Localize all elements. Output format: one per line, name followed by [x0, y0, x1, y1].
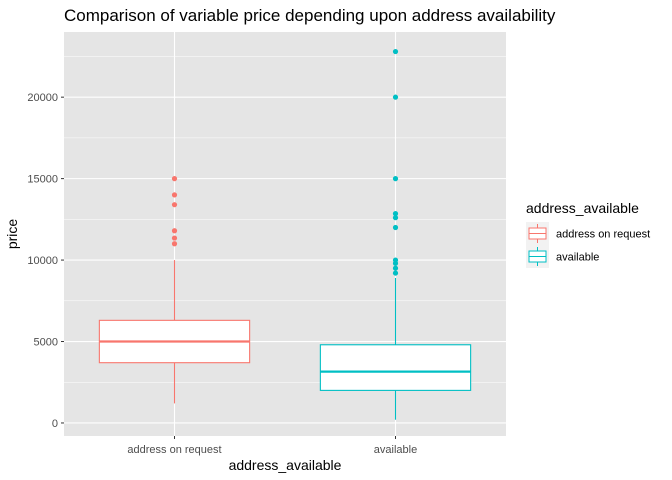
outlier-point [392, 224, 399, 231]
legend: address on request available [526, 222, 650, 268]
outlier-point [392, 94, 399, 100]
outlier-point [171, 202, 178, 208]
x-axis: address on request available [127, 436, 417, 456]
outlier-point [392, 270, 399, 276]
legend-label: available [556, 252, 599, 264]
chart-title: Comparison of variable price depending u… [64, 6, 556, 25]
outlier-point [392, 257, 399, 263]
legend-label: address on request [556, 229, 650, 241]
outlier-point [171, 235, 178, 241]
box-group [319, 48, 472, 420]
y-tick-label: 15000 [27, 174, 58, 186]
y-tick-label: 20000 [27, 92, 58, 104]
x-axis-title: address_available [229, 457, 342, 473]
outlier-point [171, 176, 178, 182]
legend-item: available [526, 245, 599, 268]
outlier-point [171, 241, 178, 247]
y-tick-label: 0 [52, 418, 58, 430]
outlier-point [392, 265, 399, 271]
x-tick-label: available [374, 444, 417, 456]
outlier-point [392, 215, 399, 221]
outlier-point [171, 192, 178, 198]
outlier-point [392, 48, 399, 55]
y-axis-title: price [4, 219, 20, 250]
outlier-point [392, 176, 399, 182]
y-tick-label: 10000 [27, 255, 58, 267]
box-layer [98, 48, 472, 420]
box-group [98, 176, 251, 404]
box-iqr [319, 344, 472, 391]
legend-title: address_available [526, 200, 639, 216]
x-tick-label: address on request [127, 444, 221, 456]
outlier-point [392, 211, 399, 217]
outlier-point [171, 228, 178, 234]
legend-item: address on request [526, 222, 650, 245]
y-axis: 0 5000 10000 15000 20000 [27, 92, 64, 430]
y-tick-label: 5000 [34, 337, 58, 349]
